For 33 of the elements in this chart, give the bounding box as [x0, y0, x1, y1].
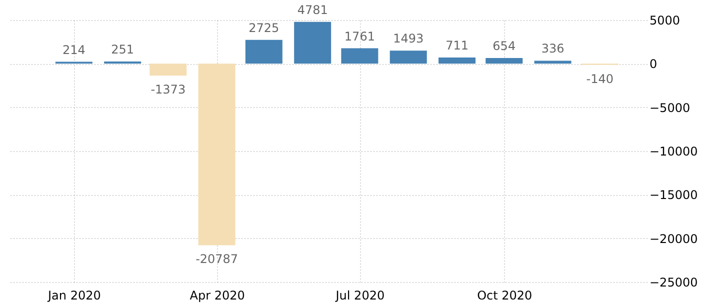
data-label: 4781	[297, 2, 328, 17]
x-tick-label: Jul 2020	[334, 288, 385, 302]
x-tick-label: Oct 2020	[477, 288, 532, 302]
bar	[294, 22, 332, 64]
y-tick-label: −10000	[650, 144, 698, 158]
bar	[486, 58, 523, 64]
data-label: -140	[586, 72, 614, 86]
data-label: 2725	[248, 20, 280, 35]
y-tick-label: −5000	[650, 100, 690, 115]
y-tick-label: 5000	[650, 14, 680, 28]
data-label: 251	[111, 42, 134, 56]
data-label: 336	[541, 42, 564, 56]
data-label: -1373	[150, 82, 186, 97]
bar	[534, 60, 572, 64]
bar	[104, 61, 142, 64]
data-label: 1761	[344, 29, 375, 44]
bar	[150, 64, 187, 76]
y-tick-label: −25000	[650, 276, 698, 290]
bar	[245, 40, 282, 64]
bar	[198, 64, 236, 246]
data-label: 1493	[393, 32, 424, 46]
data-label: 654	[492, 38, 516, 53]
bar	[438, 57, 476, 64]
y-tick-label: −20000	[650, 232, 698, 246]
y-tick-label: 0	[650, 57, 658, 72]
data-label: -20787	[196, 252, 238, 266]
data-label: 711	[446, 38, 468, 52]
data-label: 214	[62, 42, 86, 57]
y-tick-label: −15000	[650, 188, 698, 202]
x-tick-label: Jan 2020	[47, 288, 101, 302]
bar	[341, 48, 378, 64]
x-tick-label: Apr 2020	[190, 288, 245, 302]
bar	[390, 50, 427, 64]
